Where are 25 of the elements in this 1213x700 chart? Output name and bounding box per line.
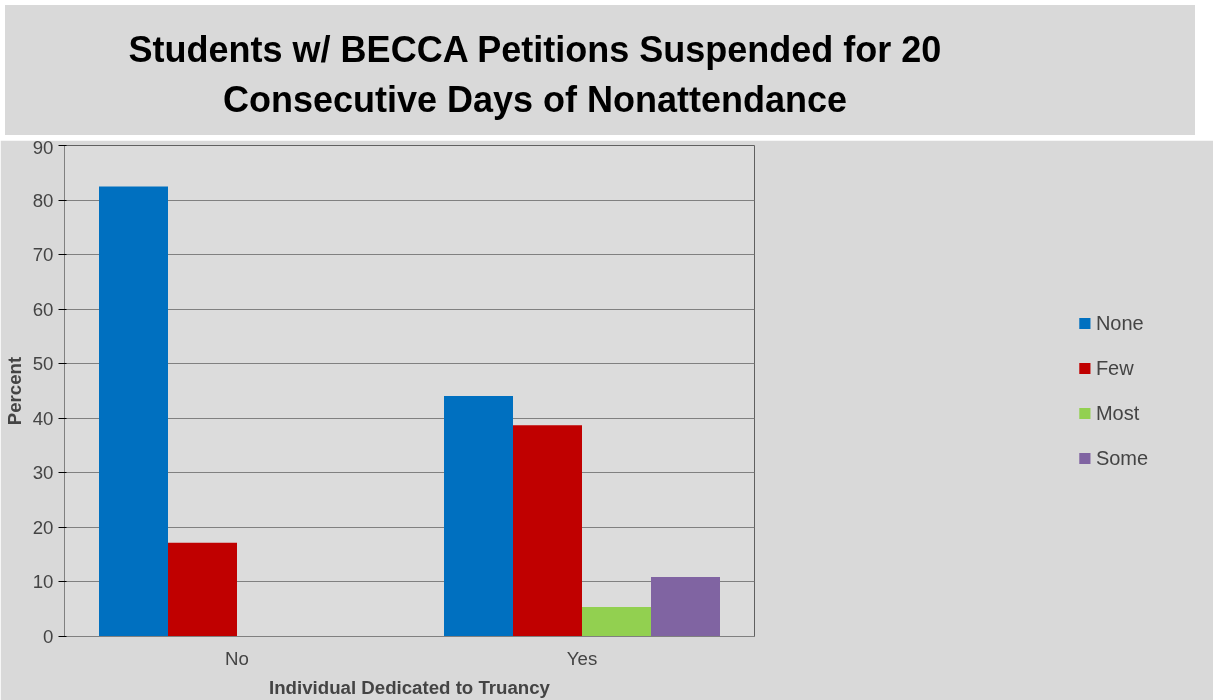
x-tick-label: Yes <box>566 647 598 669</box>
y-tick-label: 50 <box>32 353 54 375</box>
y-tick-label: 30 <box>32 462 54 484</box>
bar <box>582 607 651 637</box>
legend-label: None <box>1095 311 1144 335</box>
y-tick-label: 40 <box>32 407 54 429</box>
legend-label: Most <box>1095 401 1140 425</box>
y-tick-label: 20 <box>32 516 54 538</box>
bar <box>444 395 513 637</box>
y-tick-label: 0 <box>43 626 54 647</box>
bar <box>99 186 168 637</box>
bar <box>651 577 720 637</box>
legend-label: Few <box>1095 356 1134 380</box>
y-tick-label: 70 <box>32 244 54 266</box>
x-tick-label: No <box>225 647 249 669</box>
y-tick-label: 90 <box>32 136 54 158</box>
chart-title: Students w/ BECCA Petitions Suspended for 20 Consecutive Days of Nonattendance <box>127 28 943 123</box>
y-tick-label: 60 <box>32 298 54 320</box>
x-axis-title: Individual Dedicated to Truancy <box>269 676 551 698</box>
y-tick-label: 80 <box>32 189 54 211</box>
y-tick-label: 10 <box>32 571 54 593</box>
bar <box>168 542 237 637</box>
legend-label: Some <box>1095 446 1149 470</box>
y-axis-title: Percent <box>3 356 25 426</box>
bar <box>513 425 582 637</box>
